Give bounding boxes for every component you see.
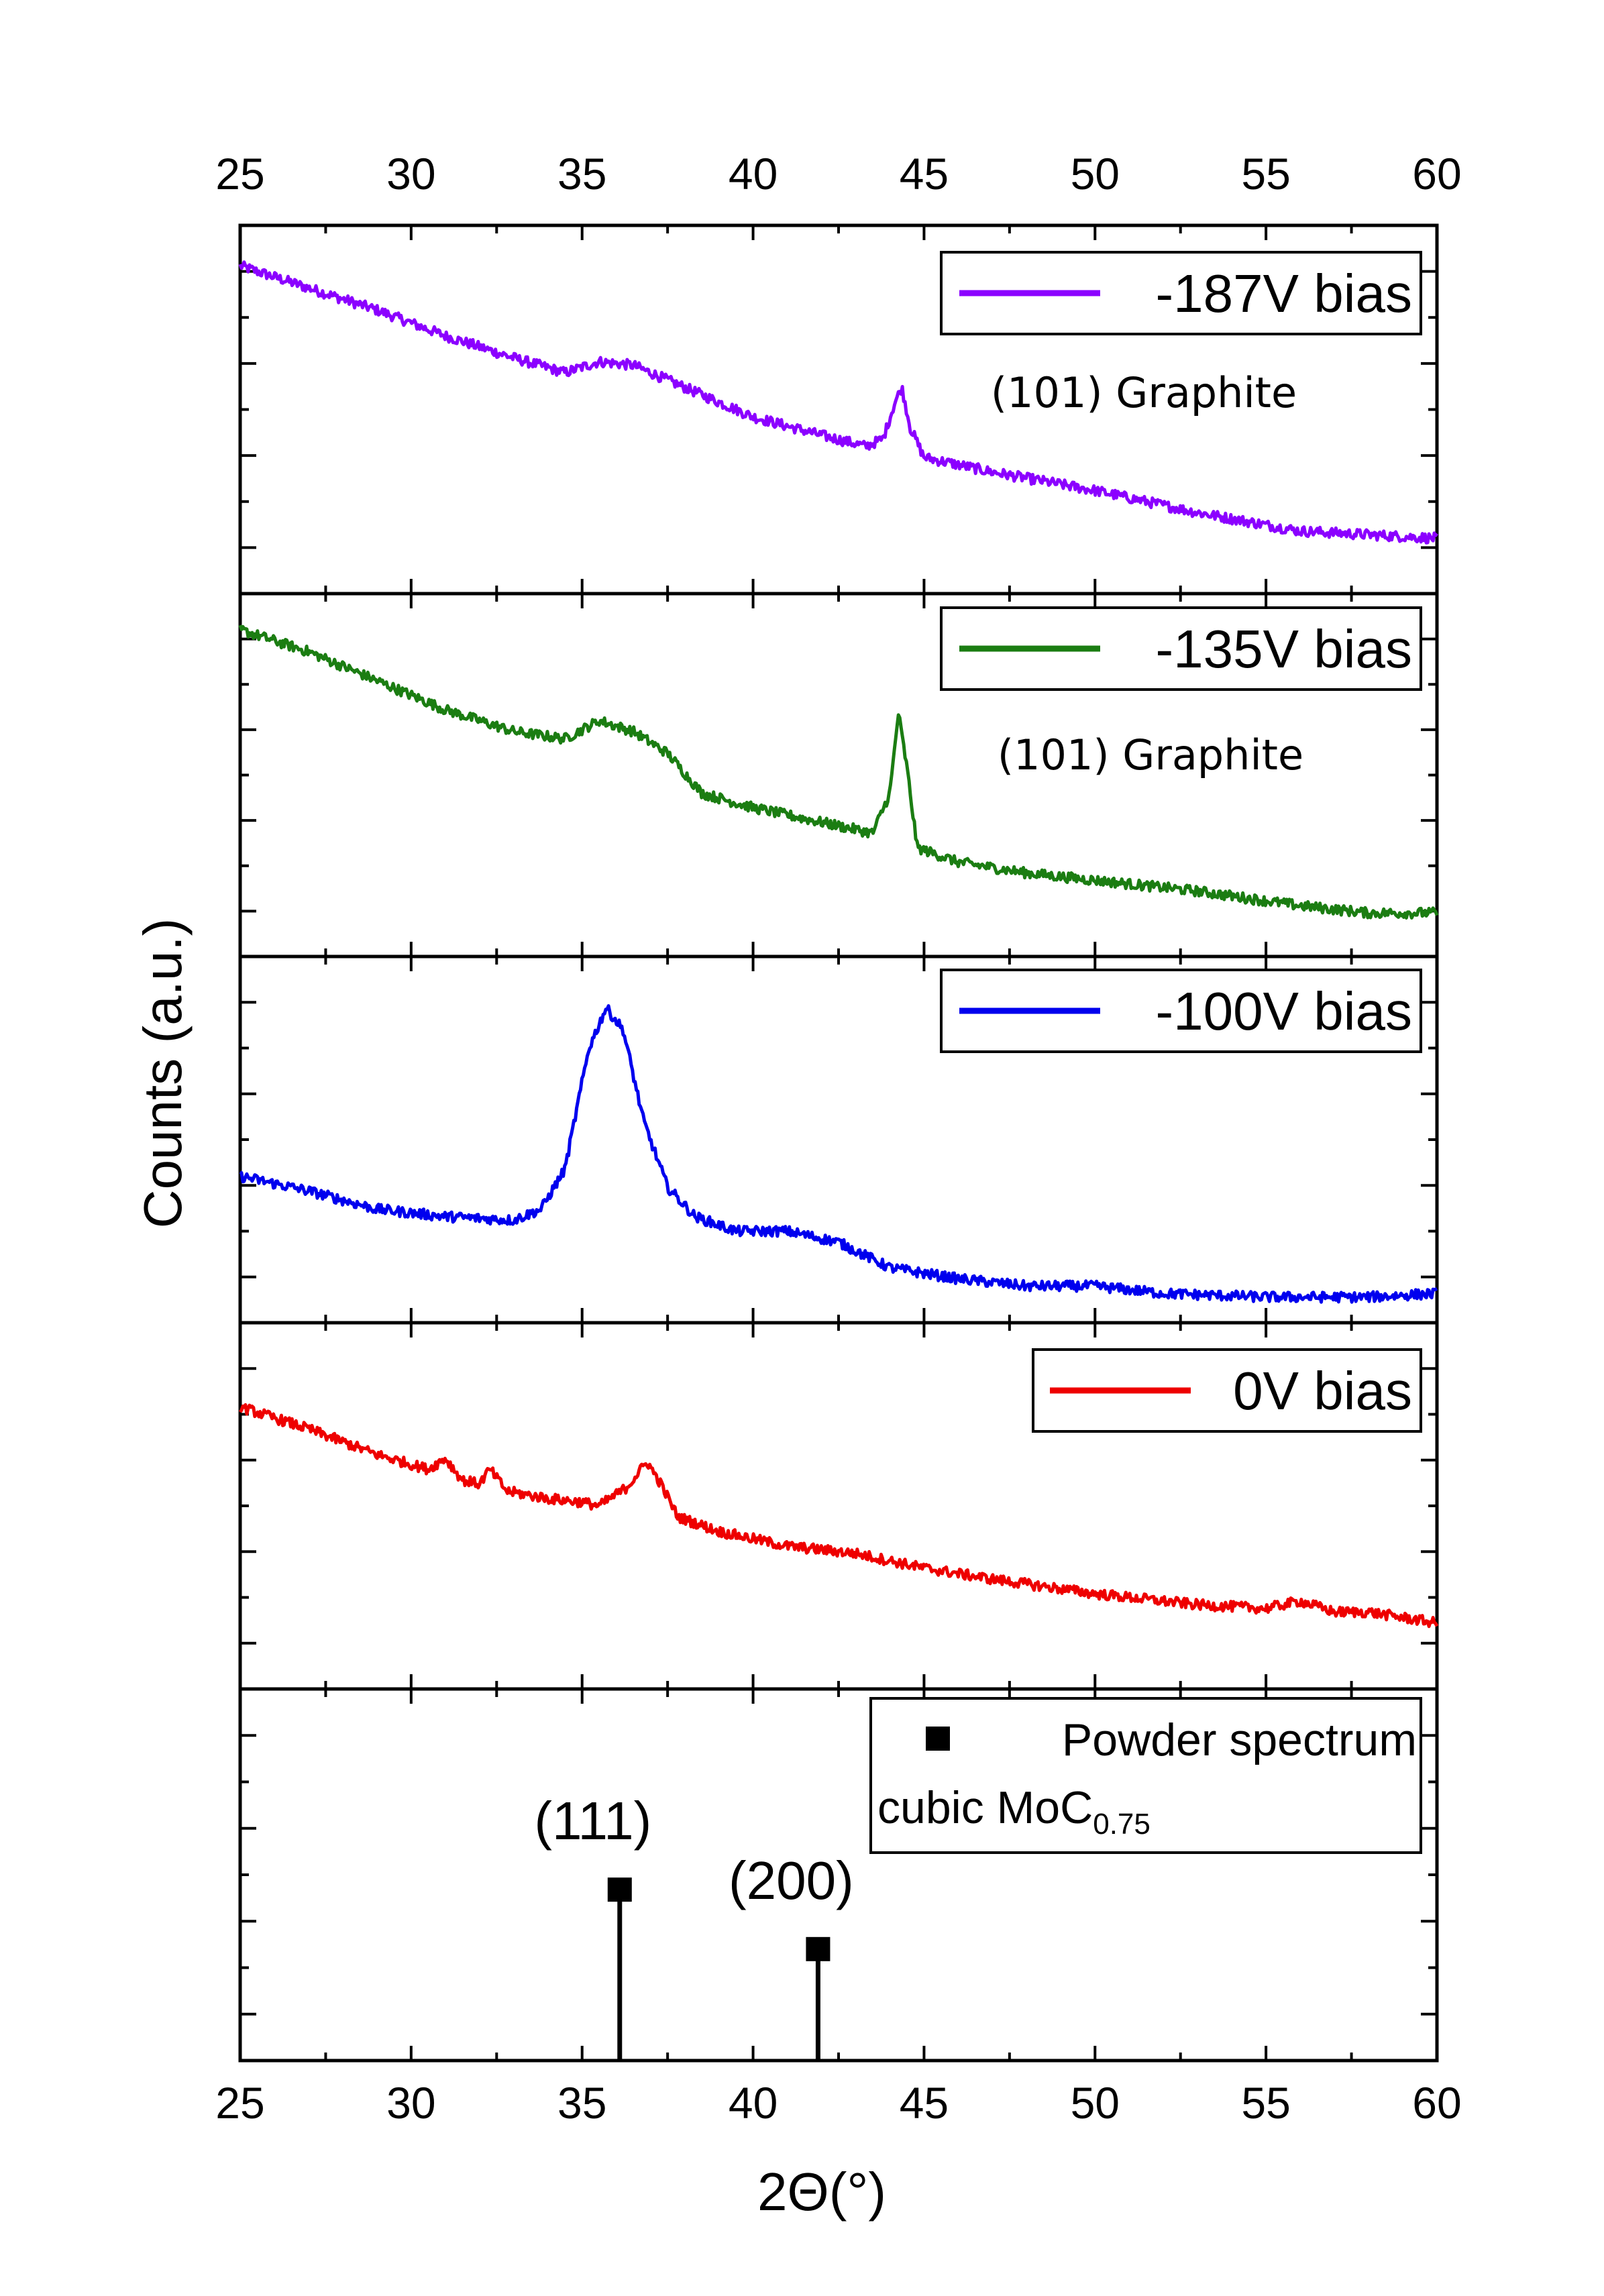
x-tick-label-bottom: 40: [729, 2078, 778, 2128]
x-tick-label-bottom: 35: [557, 2078, 606, 2128]
annotation-graphite-135v: (101) Graphite: [998, 730, 1303, 779]
legend-reference-compound: cubic MoC0.75: [877, 1782, 1151, 1841]
ref-peak-marker: [607, 1877, 632, 1902]
series--187V: [238, 260, 1439, 545]
x-tick-label-bottom: 60: [1412, 2078, 1461, 2128]
legend-reference: Powder spectrum cubic MoC0.75: [869, 1697, 1422, 1854]
panel-5: [238, 1687, 1439, 2063]
compound-subscript: 0.75: [1093, 1808, 1151, 1841]
x-tick-label-bottom: 25: [215, 2078, 264, 2128]
legend-187v: -187V bias: [940, 251, 1422, 335]
x-tick-label-top: 45: [900, 149, 949, 199]
panels-layer: [238, 223, 1439, 2063]
legend-187v-label: -187V bias: [1156, 264, 1412, 323]
x-tick-label-bottom: 50: [1071, 2078, 1120, 2128]
legend-135v: -135V bias: [940, 606, 1422, 691]
legend-100v: -100V bias: [940, 969, 1422, 1053]
y-axis-title: Counts (a.u.): [133, 918, 193, 1228]
x-tick-label-top: 25: [215, 149, 264, 199]
x-tick-label-top: 40: [729, 149, 778, 199]
ref-peak-label: (111): [534, 1791, 651, 1851]
annotation-graphite-187v: (101) Graphite: [991, 368, 1297, 417]
x-tick-label-bottom: 30: [386, 2078, 435, 2128]
legend-reference-marker: [926, 1727, 950, 1751]
x-axis-top-labels: 25 30 35 40 45 50 55 60: [215, 149, 1461, 199]
series--135V: [238, 624, 1439, 920]
x-tick-label-bottom: 45: [900, 2078, 949, 2128]
x-axis-title: 2Θ(°): [757, 2162, 886, 2222]
legend-0v: 0V bias: [1032, 1348, 1422, 1433]
legend-100v-label: -100V bias: [1156, 981, 1412, 1041]
x-tick-label-top: 35: [557, 149, 606, 199]
x-tick-label-top: 50: [1071, 149, 1120, 199]
x-tick-label-top: 55: [1241, 149, 1290, 199]
legend-135v-label: -135V bias: [1156, 619, 1412, 679]
compound-main: cubic MoC: [877, 1782, 1093, 1833]
series-0V: [238, 1403, 1439, 1629]
x-axis-bottom-labels: 25 30 35 40 45 50 55 60: [215, 2078, 1461, 2128]
series--100V: [239, 1004, 1438, 1304]
legend-reference-label: Powder spectrum: [1062, 1714, 1417, 1765]
ref-peak-label: (200): [729, 1851, 854, 1910]
legend-0v-label: 0V bias: [1233, 1361, 1412, 1421]
x-tick-label-top: 60: [1412, 149, 1461, 199]
ref-peak-marker: [806, 1936, 831, 1961]
x-tick-label-bottom: 55: [1241, 2078, 1290, 2128]
x-tick-label-top: 30: [386, 149, 435, 199]
reference-peaks: (111) (200): [534, 1791, 854, 2061]
